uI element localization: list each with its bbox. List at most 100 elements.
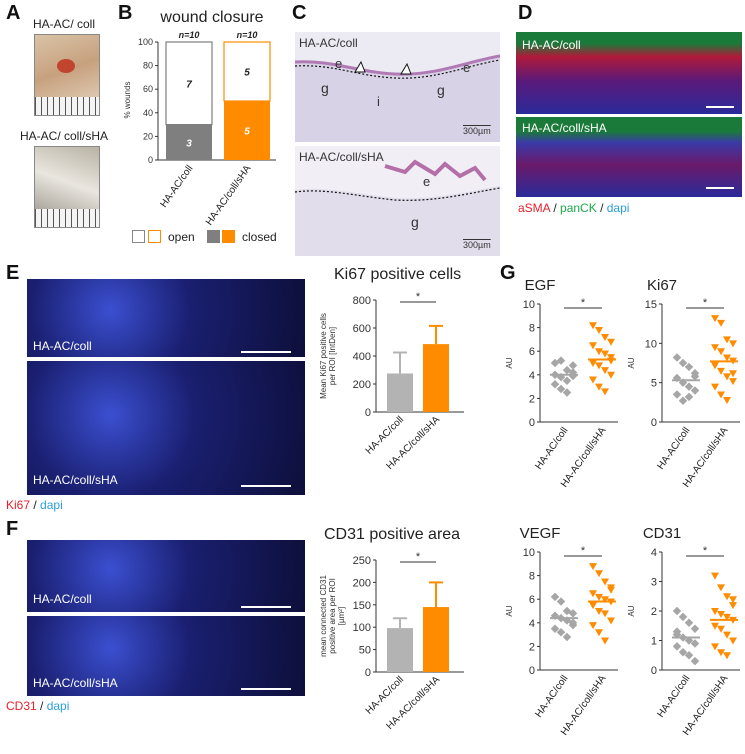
data-point-sha	[595, 326, 603, 334]
bar	[423, 607, 449, 672]
bar-closed	[224, 101, 270, 160]
chart-title: VEGF	[520, 525, 561, 542]
fluorescence-image-e-coll: HA-AC/coll	[27, 279, 305, 357]
data-point-sha	[595, 629, 603, 637]
data-point-sha	[595, 593, 603, 601]
y-tick-label: 6	[529, 594, 535, 606]
y-tick-label: 6	[529, 346, 535, 358]
fluorescence-image-d-coll-sha: HA-AC/coll/sHA	[516, 117, 742, 197]
data-point-sha	[595, 383, 603, 391]
data-point-sha	[595, 570, 603, 578]
fluo-label-e-coll: HA-AC/coll	[33, 339, 92, 353]
data-point-sha	[723, 373, 731, 381]
y-tick-label: 4	[529, 618, 535, 630]
data-point-sha	[729, 378, 737, 386]
fluorescence-image-f-coll-sha: HA-AC/coll/sHA	[27, 616, 305, 696]
stain-ki67: Ki67	[6, 498, 31, 512]
stain-asma: aSMA	[518, 201, 551, 215]
stain-dapi: dapi	[606, 201, 630, 215]
data-point-coll	[562, 632, 572, 642]
data-point-sha	[589, 563, 597, 571]
data-point-sha	[589, 360, 597, 367]
stain-sep: /	[550, 201, 561, 215]
scale-bar	[241, 351, 291, 353]
panel-label-c: C	[292, 2, 307, 24]
data-point-sha	[589, 590, 597, 598]
data-point-sha	[723, 613, 731, 621]
legend-closed-swatch-sha	[222, 230, 235, 243]
data-point-sha	[711, 643, 719, 651]
scale-bar	[706, 187, 734, 189]
data-point-sha	[711, 608, 719, 615]
data-point-sha	[717, 610, 725, 618]
scale-label-coll: 300µm	[463, 126, 491, 136]
y-tick-label: 20	[143, 131, 153, 141]
panel-label-b: B	[118, 2, 133, 24]
y-axis-label: per ROI [IntDen]	[328, 327, 337, 385]
data-point-sha	[717, 584, 725, 592]
panel-label-e: E	[6, 262, 20, 284]
x-tick-label: HA-AC/coll	[533, 673, 570, 719]
y-tick-label: 50	[359, 645, 371, 657]
legend-open-label: open	[168, 230, 195, 244]
panel-label-g: G	[500, 262, 516, 284]
data-point-sha	[711, 383, 719, 391]
mark-e1: e	[335, 56, 343, 71]
data-point-sha	[723, 396, 731, 404]
data-point-sha	[711, 344, 719, 352]
stain-sep: /	[596, 201, 607, 215]
x-tick-label: HA-AC/coll	[533, 425, 570, 471]
y-axis-label: % wounds	[123, 82, 132, 119]
mark-g3: g	[411, 214, 419, 230]
y-tick-label: 60	[143, 84, 153, 94]
data-point-sha	[601, 367, 609, 375]
significance-star: *	[581, 545, 586, 557]
legend-closed-label: closed	[242, 230, 277, 244]
y-tick-label: 5	[651, 378, 657, 390]
data-point-coll	[678, 612, 688, 622]
stain-cd31: CD31	[6, 699, 37, 713]
y-axis-label: AU	[627, 357, 636, 368]
data-point-sha	[717, 391, 725, 399]
y-axis-label: Mean Ki67 positive cells	[319, 313, 328, 399]
y-tick-label: 0	[365, 407, 371, 419]
fluorescence-image-d-coll: HA-AC/coll	[516, 32, 742, 114]
data-point-sha	[729, 637, 737, 645]
stain-legend-d: aSMA / panCK / dapi	[518, 201, 629, 215]
cd31-bar-chart: 0 50 100 150 200 250 mean connected CD31 positi…	[319, 551, 464, 732]
data-point-sha	[729, 602, 737, 610]
y-tick-label: 10	[645, 338, 657, 350]
mark-e2: e	[463, 60, 471, 75]
legend-open-swatch-coll	[132, 230, 145, 243]
chart-f-title: CD31 positive area	[324, 526, 461, 543]
data-point-sha	[723, 652, 731, 660]
significance-star: *	[703, 545, 708, 557]
histology-image-coll-sha: HA-AC/coll/sHA e g 300µm	[295, 146, 500, 256]
data-point-sha	[607, 371, 615, 379]
data-point-sha	[589, 342, 597, 350]
bar-closed	[166, 124, 212, 160]
data-point-coll	[690, 624, 700, 633]
y-tick-label: 150	[353, 600, 371, 612]
data-point-sha	[601, 610, 609, 618]
y-tick-label: 0	[651, 665, 657, 677]
data-point-coll	[672, 390, 682, 399]
y-tick-label: 10	[523, 547, 535, 559]
chart-e-title: Ki67 positive cells	[334, 266, 462, 283]
bar-count-closed: 5	[244, 127, 250, 138]
data-point-sha	[607, 617, 615, 625]
y-tick-label: 80	[143, 61, 153, 71]
x-tick-label: HA-AC/coll	[655, 425, 692, 471]
y-tick-label: 40	[143, 108, 153, 118]
y-tick-label: 1	[651, 636, 657, 648]
fluo-label-d-coll-sha: HA-AC/coll/sHA	[522, 121, 607, 135]
data-point-sha	[729, 370, 737, 378]
significance-star: *	[416, 551, 421, 563]
y-tick-label: 2	[529, 641, 535, 653]
chart-title: EGF	[525, 277, 556, 294]
fluorescence-image-f-coll: HA-AC/coll	[27, 540, 305, 612]
data-point-sha	[723, 631, 731, 639]
